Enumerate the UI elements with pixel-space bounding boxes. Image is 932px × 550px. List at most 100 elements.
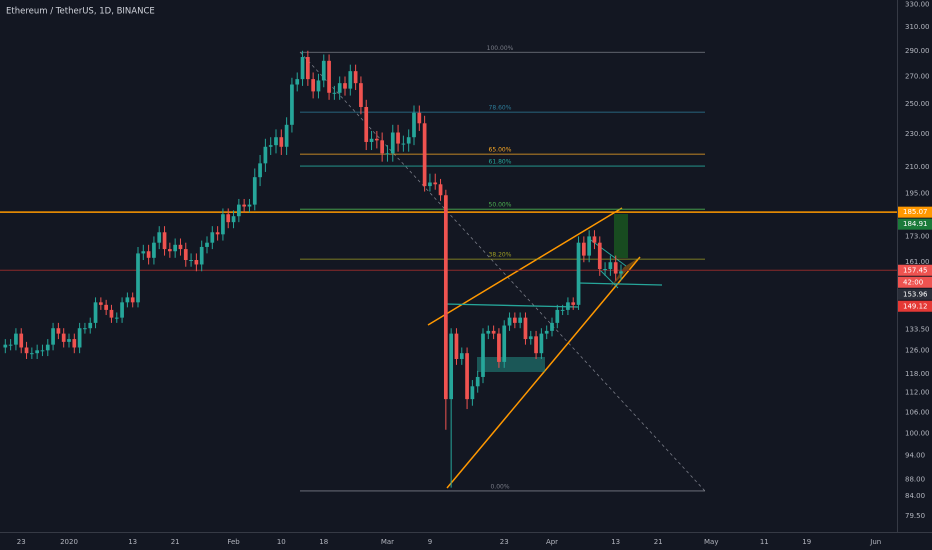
fib-label: 100.00% — [487, 45, 514, 52]
candle-body — [72, 339, 77, 348]
candle-body — [518, 317, 523, 323]
candle-body — [507, 317, 512, 326]
candle-body — [555, 309, 560, 323]
price-label-box — [898, 300, 932, 312]
x-tick-label: 2020 — [60, 538, 78, 546]
candle-body — [279, 137, 284, 147]
candle-body — [544, 330, 549, 334]
candle-body — [587, 236, 592, 256]
price-label: 149.12 — [903, 302, 928, 310]
candle-body — [104, 304, 109, 310]
price-label-box — [898, 264, 932, 276]
flag-line — [599, 269, 619, 289]
x-tick-label: Jun — [869, 538, 881, 546]
candle-body — [401, 143, 406, 145]
candle-body — [167, 249, 172, 252]
y-tick-label: 112.00 — [905, 389, 930, 397]
candle-body — [433, 182, 438, 185]
candle-body — [199, 246, 204, 265]
candle-body — [491, 330, 496, 334]
candle-body — [560, 309, 565, 311]
candle-body — [364, 106, 369, 142]
candle-body — [141, 251, 146, 254]
candle-body — [475, 376, 480, 387]
fib-label: 38.20% — [489, 252, 512, 259]
fib-label: 61.80% — [489, 159, 512, 166]
candle-body — [539, 333, 544, 354]
candle-body — [109, 309, 114, 318]
candle-body — [274, 137, 278, 146]
candle-body — [242, 204, 247, 207]
candle-body — [608, 262, 613, 269]
candle-body — [29, 353, 34, 355]
candle-body — [353, 71, 358, 84]
candle-body — [252, 177, 257, 205]
candle-body — [481, 333, 485, 377]
candle-body — [98, 302, 103, 305]
candle-body — [581, 242, 586, 256]
candle-body — [236, 204, 241, 217]
y-tick-label: 210.00 — [905, 163, 930, 171]
candle-body — [528, 336, 533, 340]
price-label: 153.96 — [903, 290, 928, 298]
candle-body — [173, 244, 178, 252]
candle-body — [258, 163, 262, 178]
y-tick-label: 106.00 — [905, 408, 930, 416]
candle-body — [61, 333, 66, 342]
candle-body — [380, 140, 385, 154]
candle-body — [592, 236, 597, 243]
candle-body — [406, 137, 411, 144]
candle-body — [443, 195, 448, 400]
candle-body — [619, 271, 623, 274]
x-tick-label: 23 — [17, 538, 26, 546]
candle-body — [597, 242, 602, 269]
candle-body — [396, 132, 400, 144]
countdown-box — [898, 276, 932, 288]
x-tick-label: 23 — [500, 538, 509, 546]
candle-body — [459, 353, 464, 359]
support-line — [577, 282, 663, 286]
candle-body — [263, 146, 268, 164]
price-label-box — [898, 218, 932, 230]
y-tick-label: 118.00 — [905, 370, 930, 378]
x-tick-label: 19 — [802, 538, 811, 546]
candle-body — [343, 83, 347, 89]
candle-body — [268, 145, 273, 147]
candle-body — [178, 244, 183, 250]
candle-body — [56, 328, 61, 334]
x-tick-label: 13 — [611, 538, 620, 546]
x-tick-label: May — [704, 538, 718, 546]
candle-body — [3, 344, 8, 348]
drawings: 100.00% 78.60% 65.00% 61.80% 50.00% 38.20% 0.0… — [0, 45, 897, 492]
price-label-box — [898, 206, 932, 218]
candle-body — [571, 302, 576, 305]
candle-body — [221, 214, 225, 235]
y-tick-label: 84.00 — [905, 492, 925, 500]
candle-body — [385, 153, 390, 155]
candle-body — [486, 330, 491, 334]
candle-body — [284, 124, 289, 147]
candle-body — [613, 262, 618, 274]
candle-body — [321, 60, 326, 81]
candle-body — [374, 138, 379, 141]
candle-body — [305, 57, 310, 80]
candle-body — [130, 297, 135, 303]
y-tick-label: 94.00 — [905, 452, 925, 460]
candle-body — [226, 214, 231, 223]
target-box — [614, 214, 628, 258]
candle-body — [300, 57, 305, 80]
candle-body — [83, 328, 87, 330]
x-tick-label: 21 — [654, 538, 663, 546]
x-tick-label: Apr — [546, 538, 558, 546]
candle-body — [417, 112, 422, 124]
x-tick-label: 11 — [760, 538, 769, 546]
flag-fill — [610, 257, 640, 288]
candle-body — [550, 322, 554, 331]
candle-body — [205, 242, 209, 247]
candle-body — [470, 386, 475, 400]
candle-body — [422, 123, 427, 187]
candle-body — [77, 328, 82, 348]
candle-body — [40, 350, 45, 352]
candle-body — [348, 71, 353, 89]
